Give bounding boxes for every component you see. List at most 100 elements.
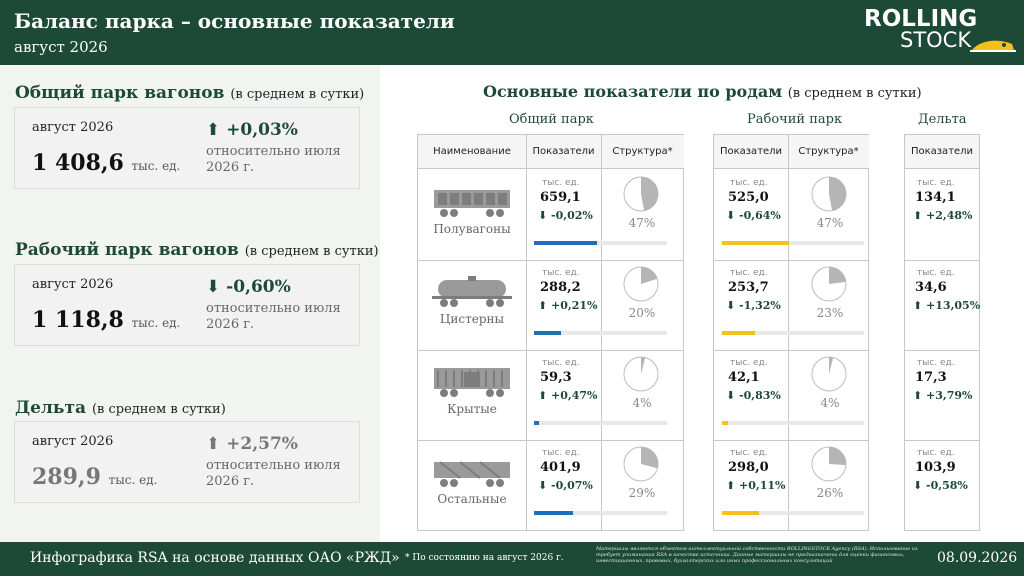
working-share-bar	[722, 511, 759, 515]
working-share-bar-track	[722, 421, 864, 425]
total-change: ⬇ -0,07%	[538, 479, 593, 492]
wagon-name: Остальные	[437, 492, 507, 506]
tank-car-icon	[432, 276, 512, 307]
working-share-pie	[811, 176, 847, 212]
working-share-bar	[722, 331, 755, 335]
working-value: 298,0	[728, 460, 769, 475]
header-name: Наименование	[418, 135, 526, 169]
group-title-delta: Дельта	[918, 112, 967, 127]
column-divider	[526, 135, 527, 530]
row-divider	[714, 440, 868, 441]
summary-card-working: август 2026 1 118,8 тыс. ед. ⬇ -0,60% от…	[14, 264, 360, 346]
value-unit: тыс. ед.	[917, 178, 955, 188]
summary-period: август 2026	[32, 277, 114, 292]
summary-relative: относительно июля 2026 г.	[206, 144, 341, 175]
page-title: Баланс парка – основные показатели	[14, 9, 455, 33]
row-divider	[714, 260, 868, 261]
total-share-label: 29%	[628, 486, 656, 500]
covered-wagon-icon	[434, 368, 510, 397]
total-share-bar	[534, 421, 540, 425]
total-value: 659,1	[540, 190, 581, 205]
working-change: ⬇ -0,83%	[726, 389, 781, 402]
summary-value-number: 1 408,6	[32, 150, 124, 176]
logo-text-stock: STOCK	[900, 28, 972, 52]
page-subtitle: август 2026	[14, 38, 108, 56]
total-value: 401,9	[540, 460, 581, 475]
total-value: 59,3	[540, 370, 572, 385]
summary-period: август 2026	[32, 120, 114, 135]
main-title-note: (в среднем в сутки)	[787, 86, 922, 101]
row-divider	[905, 440, 979, 441]
summary-heading-working: Рабочий парк вагонов (в среднем в сутки)	[15, 240, 379, 260]
footer-date: 08.09.2026	[937, 550, 1018, 566]
value-unit: тыс. ед.	[542, 268, 580, 278]
delta-change: ⬆ +13,05%	[913, 299, 981, 312]
working-share-bar-track	[722, 241, 864, 245]
train-logo-icon	[970, 40, 1016, 52]
working-share-bar	[722, 421, 728, 425]
summary-value: 1 118,8 тыс. ед.	[32, 307, 180, 333]
delta-value: 134,1	[915, 190, 956, 205]
other-wagon-icon	[434, 461, 510, 487]
working-value: 253,7	[728, 280, 769, 295]
wagon-name: Крытые	[447, 402, 497, 416]
pie-slice	[641, 177, 659, 211]
summary-card-delta: август 2026 289,9 тыс. ед. ⬆ +2,57% отно…	[14, 421, 360, 503]
pie-slice	[641, 267, 658, 284]
row-divider	[905, 350, 979, 351]
summary-heading-note: (в среднем в сутки)	[244, 244, 379, 259]
total-share-label: 47%	[628, 216, 656, 230]
summary-relative: относительно июля 2026 г.	[206, 301, 341, 332]
gondola-car-icon	[434, 190, 510, 217]
row-divider	[714, 350, 868, 351]
delta-change: ⬆ +3,79%	[913, 389, 973, 402]
pie-slice	[641, 447, 659, 469]
value-unit: тыс. ед.	[542, 178, 580, 188]
working-change: ⬇ -0,64%	[726, 209, 781, 222]
value-unit: тыс. ед.	[730, 268, 768, 278]
delta-table: Показатели тыс. ед. 134,1 ⬆ +2,48% тыс. ед.…	[904, 134, 980, 531]
value-unit: тыс. ед.	[917, 448, 955, 458]
total-share-pie	[623, 176, 659, 212]
summary-change: ⬆ +2,57%	[206, 434, 298, 454]
footer-footnote: * По состоянию на август 2026 г.	[405, 553, 564, 563]
value-unit: тыс. ед.	[730, 448, 768, 458]
value-unit: тыс. ед.	[730, 358, 768, 368]
wagon-name: Цистерны	[439, 312, 505, 326]
working-share-pie	[811, 266, 847, 302]
summary-value: 1 408,6 тыс. ед.	[32, 150, 180, 176]
header-structure: Структура*	[601, 135, 684, 169]
summary-heading-text: Рабочий парк вагонов	[15, 240, 239, 260]
main-title: Основные показатели по родам (в среднем …	[483, 82, 922, 101]
working-share-bar-track	[722, 511, 864, 515]
value-unit: тыс. ед.	[917, 268, 955, 278]
total-share-label: 20%	[628, 306, 656, 320]
pie-slice	[829, 177, 847, 211]
wagon-name: Полувагоны	[433, 222, 511, 236]
row-divider	[905, 260, 979, 261]
footer: Инфографика RSA на основе данных ОАО «РЖ…	[0, 542, 1024, 576]
delta-change: ⬇ -0,58%	[913, 479, 968, 492]
header-indicators: Показатели	[526, 135, 601, 169]
header: Баланс парка – основные показатели авгус…	[0, 0, 1024, 65]
working-share-pie	[811, 356, 847, 392]
summary-heading-total: Общий парк вагонов (в среднем в сутки)	[15, 83, 364, 103]
summary-unit: тыс. ед.	[131, 316, 181, 330]
row-divider	[418, 440, 683, 441]
working-share-pie	[811, 446, 847, 482]
total-share-pie	[623, 266, 659, 302]
summary-value-number: 289,9	[32, 464, 101, 490]
summary-value: 289,9 тыс. ед.	[32, 464, 157, 490]
total-share-bar	[534, 241, 597, 245]
pie-slice	[829, 447, 847, 466]
row-divider	[418, 350, 683, 351]
footer-source: Инфографика RSA на основе данных ОАО «РЖ…	[30, 550, 400, 566]
working-value: 42,1	[728, 370, 760, 385]
total-change: ⬆ +0,47%	[538, 389, 598, 402]
logo-text-rolling: ROLLING	[864, 6, 978, 32]
group-title-working: Рабочий парк	[747, 112, 843, 127]
value-unit: тыс. ед.	[730, 178, 768, 188]
main-title-text: Основные показатели по родам	[483, 82, 783, 101]
working-share-bar	[722, 241, 789, 245]
delta-value: 17,3	[915, 370, 947, 385]
